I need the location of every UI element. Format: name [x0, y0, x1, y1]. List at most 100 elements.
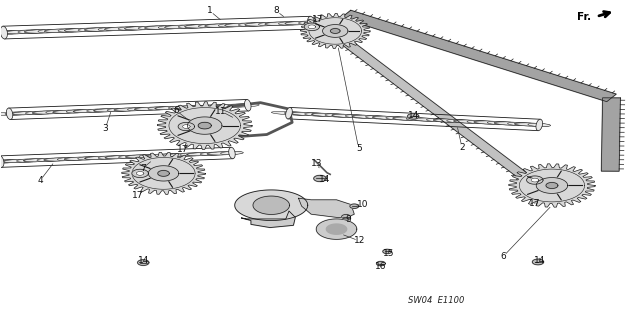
- Ellipse shape: [311, 113, 334, 116]
- Ellipse shape: [208, 152, 243, 155]
- Text: Fr.: Fr.: [577, 12, 591, 22]
- Ellipse shape: [164, 25, 204, 28]
- Ellipse shape: [64, 28, 104, 32]
- Ellipse shape: [77, 157, 100, 160]
- Ellipse shape: [168, 106, 191, 109]
- Ellipse shape: [189, 105, 211, 108]
- Ellipse shape: [0, 156, 4, 167]
- Ellipse shape: [467, 120, 490, 124]
- Ellipse shape: [312, 113, 347, 117]
- Ellipse shape: [209, 105, 232, 108]
- Polygon shape: [383, 249, 392, 254]
- Polygon shape: [546, 182, 558, 188]
- Ellipse shape: [135, 107, 157, 110]
- Ellipse shape: [454, 120, 489, 124]
- Polygon shape: [122, 152, 205, 194]
- Polygon shape: [531, 178, 538, 182]
- Text: 14: 14: [408, 111, 419, 120]
- Text: 14: 14: [138, 257, 149, 266]
- Ellipse shape: [373, 116, 408, 120]
- Ellipse shape: [145, 26, 184, 29]
- Ellipse shape: [105, 156, 128, 159]
- Ellipse shape: [57, 157, 80, 161]
- Ellipse shape: [38, 29, 64, 33]
- Polygon shape: [314, 175, 326, 182]
- Ellipse shape: [37, 158, 60, 162]
- Polygon shape: [132, 169, 149, 178]
- Ellipse shape: [180, 153, 203, 156]
- Ellipse shape: [325, 114, 348, 117]
- Ellipse shape: [118, 27, 144, 30]
- Ellipse shape: [298, 21, 324, 24]
- Ellipse shape: [94, 108, 130, 112]
- Text: 5: 5: [356, 144, 361, 153]
- Ellipse shape: [0, 26, 8, 39]
- Ellipse shape: [332, 114, 368, 118]
- Ellipse shape: [0, 31, 23, 35]
- Ellipse shape: [495, 122, 530, 125]
- Ellipse shape: [178, 25, 204, 28]
- Text: SW04  E1100: SW04 E1100: [408, 296, 465, 305]
- Ellipse shape: [159, 154, 182, 157]
- Ellipse shape: [258, 22, 284, 26]
- Ellipse shape: [105, 155, 141, 159]
- Text: 1: 1: [207, 6, 213, 15]
- Ellipse shape: [146, 154, 182, 157]
- Polygon shape: [253, 196, 290, 214]
- Ellipse shape: [185, 24, 224, 28]
- Ellipse shape: [46, 110, 69, 114]
- Text: 14: 14: [533, 256, 545, 265]
- Ellipse shape: [64, 157, 87, 160]
- Ellipse shape: [392, 117, 415, 120]
- Ellipse shape: [187, 153, 210, 156]
- Ellipse shape: [204, 24, 244, 27]
- Ellipse shape: [98, 27, 123, 31]
- Ellipse shape: [0, 30, 23, 34]
- Ellipse shape: [145, 26, 170, 29]
- Text: 4: 4: [37, 176, 43, 185]
- Text: 17: 17: [312, 15, 323, 24]
- Ellipse shape: [245, 22, 284, 26]
- Ellipse shape: [23, 159, 46, 162]
- Ellipse shape: [307, 16, 315, 29]
- Ellipse shape: [78, 28, 104, 32]
- Ellipse shape: [285, 21, 311, 25]
- Ellipse shape: [4, 30, 30, 34]
- Ellipse shape: [18, 30, 43, 34]
- Polygon shape: [536, 178, 568, 193]
- Polygon shape: [532, 259, 544, 265]
- Ellipse shape: [413, 118, 449, 122]
- Ellipse shape: [6, 108, 13, 120]
- Ellipse shape: [114, 108, 150, 111]
- Ellipse shape: [284, 112, 307, 115]
- Ellipse shape: [386, 116, 408, 120]
- Polygon shape: [241, 211, 295, 228]
- Polygon shape: [377, 261, 385, 266]
- Ellipse shape: [138, 26, 163, 30]
- Ellipse shape: [24, 29, 64, 33]
- Ellipse shape: [515, 123, 550, 126]
- Ellipse shape: [105, 27, 130, 31]
- Ellipse shape: [427, 118, 449, 122]
- Text: 10: 10: [358, 200, 369, 209]
- Ellipse shape: [216, 104, 239, 108]
- Ellipse shape: [236, 104, 259, 107]
- Text: 6: 6: [500, 252, 506, 261]
- Ellipse shape: [474, 121, 497, 124]
- Ellipse shape: [198, 24, 224, 28]
- Ellipse shape: [187, 152, 222, 156]
- Ellipse shape: [12, 111, 48, 115]
- Ellipse shape: [205, 24, 231, 28]
- Ellipse shape: [44, 29, 84, 33]
- Ellipse shape: [372, 116, 395, 119]
- Ellipse shape: [65, 28, 90, 32]
- Ellipse shape: [139, 154, 162, 158]
- Ellipse shape: [528, 123, 551, 127]
- Polygon shape: [342, 214, 351, 219]
- Ellipse shape: [474, 121, 509, 124]
- Polygon shape: [341, 40, 557, 199]
- Ellipse shape: [84, 28, 110, 31]
- Ellipse shape: [25, 111, 48, 115]
- Polygon shape: [178, 123, 194, 131]
- Polygon shape: [526, 176, 543, 184]
